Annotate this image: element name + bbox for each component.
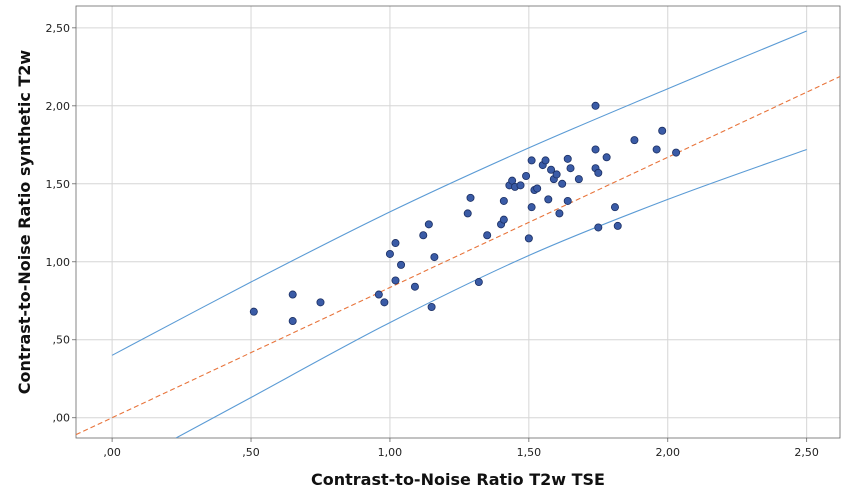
data-point [574, 175, 583, 184]
data-point [391, 276, 400, 285]
axis-ticks: ,00 ,50 1,00 1,50 2,00 2,50 ,00 ,50 1,00 1,50 2,00… [46, 22, 819, 459]
data-point [483, 231, 492, 240]
data-point [380, 298, 389, 307]
data-point [602, 153, 611, 162]
y-axis-title: Contrast-to-Noise Ratio synthetic T2w [15, 50, 34, 395]
fit-and-bound-lines [76, 30, 840, 438]
data-point [594, 223, 603, 232]
data-point [566, 164, 575, 173]
data-point [541, 156, 550, 165]
data-point [499, 196, 508, 205]
data-point [374, 290, 383, 299]
data-point [288, 317, 297, 326]
data-point [288, 290, 297, 299]
grid-lines [76, 6, 840, 438]
data-point [474, 278, 483, 287]
data-point [563, 196, 572, 205]
lower-bound-line [175, 148, 807, 438]
x-tick-label: ,50 [242, 446, 260, 459]
x-tick-label: 1,50 [517, 446, 542, 459]
x-tick-label: 1,00 [378, 446, 403, 459]
y-tick-label: 1,00 [46, 256, 71, 269]
upper-bound-line [111, 30, 807, 356]
data-point [424, 220, 433, 229]
data-point [427, 302, 436, 311]
x-tick-label: ,00 [103, 446, 121, 459]
data-point [419, 231, 428, 240]
data-point [430, 253, 439, 262]
data-point [463, 209, 472, 218]
data-point [524, 234, 533, 243]
y-tick-label: ,00 [53, 412, 71, 425]
data-point [552, 170, 561, 179]
data-point [385, 249, 394, 258]
data-point [652, 145, 661, 154]
data-point [316, 298, 325, 307]
data-point [397, 260, 406, 269]
data-points [249, 101, 681, 326]
data-point [591, 145, 600, 154]
data-point [658, 126, 667, 135]
data-point [591, 101, 600, 110]
data-point [499, 215, 508, 224]
data-point [522, 171, 531, 180]
data-point [555, 209, 564, 218]
y-tick-label: 2,00 [46, 100, 71, 113]
data-point [516, 181, 525, 190]
data-point [613, 221, 622, 230]
data-point [610, 203, 619, 212]
data-point [527, 203, 536, 212]
data-point [594, 168, 603, 177]
fit-line [76, 76, 840, 436]
data-point [558, 179, 567, 188]
data-point [563, 154, 572, 163]
data-point [630, 136, 639, 145]
data-point [410, 282, 419, 291]
x-tick-label: 2,50 [794, 446, 819, 459]
data-point [249, 307, 258, 316]
data-point [391, 239, 400, 248]
data-point [544, 195, 553, 204]
data-point [533, 184, 542, 193]
y-tick-label: 1,50 [46, 178, 71, 191]
plot-frame [75, 5, 841, 439]
data-point [527, 156, 536, 165]
data-point [672, 148, 681, 157]
y-tick-label: 2,50 [46, 22, 71, 35]
y-tick-label: ,50 [53, 334, 71, 347]
data-point [547, 165, 556, 174]
data-point [466, 193, 475, 202]
x-axis-title: Contrast-to-Noise Ratio T2w TSE [311, 470, 605, 489]
x-tick-label: 2,00 [656, 446, 681, 459]
